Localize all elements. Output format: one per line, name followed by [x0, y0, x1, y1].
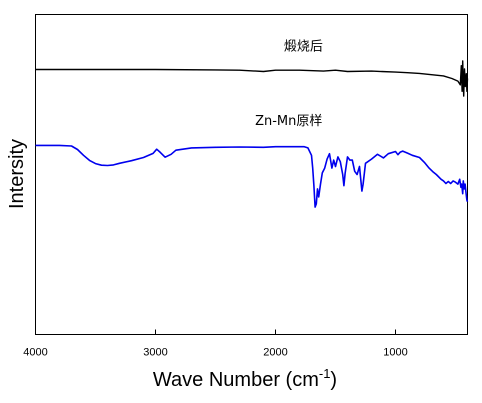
- x-tick-label: 2000: [263, 347, 287, 359]
- x-tick-label: 1000: [383, 347, 407, 359]
- series-layer: [35, 60, 469, 208]
- x-axis-title-superscript: -1: [319, 366, 331, 381]
- series-label-2: Zn-Mn原样: [255, 114, 322, 129]
- x-axis-title-text: Wave Number (cm: [153, 369, 319, 391]
- series-label-1: 煅烧后: [284, 38, 323, 54]
- x-axis-ticks: 4000 3000 2000 1000: [23, 329, 408, 359]
- series-labels: 煅烧后 Zn-Mn原样: [255, 38, 323, 129]
- x-axis-title: Wave Number (cm-1): [153, 366, 337, 391]
- series-line-1: [35, 60, 469, 97]
- series-line-2: [35, 144, 469, 208]
- x-tick-label: 3000: [143, 347, 167, 359]
- y-axis-title: Intersity: [6, 139, 28, 209]
- plot-frame: [35, 14, 468, 335]
- x-tick-label: 4000: [23, 347, 47, 359]
- x-axis-title-close: ): [330, 369, 337, 391]
